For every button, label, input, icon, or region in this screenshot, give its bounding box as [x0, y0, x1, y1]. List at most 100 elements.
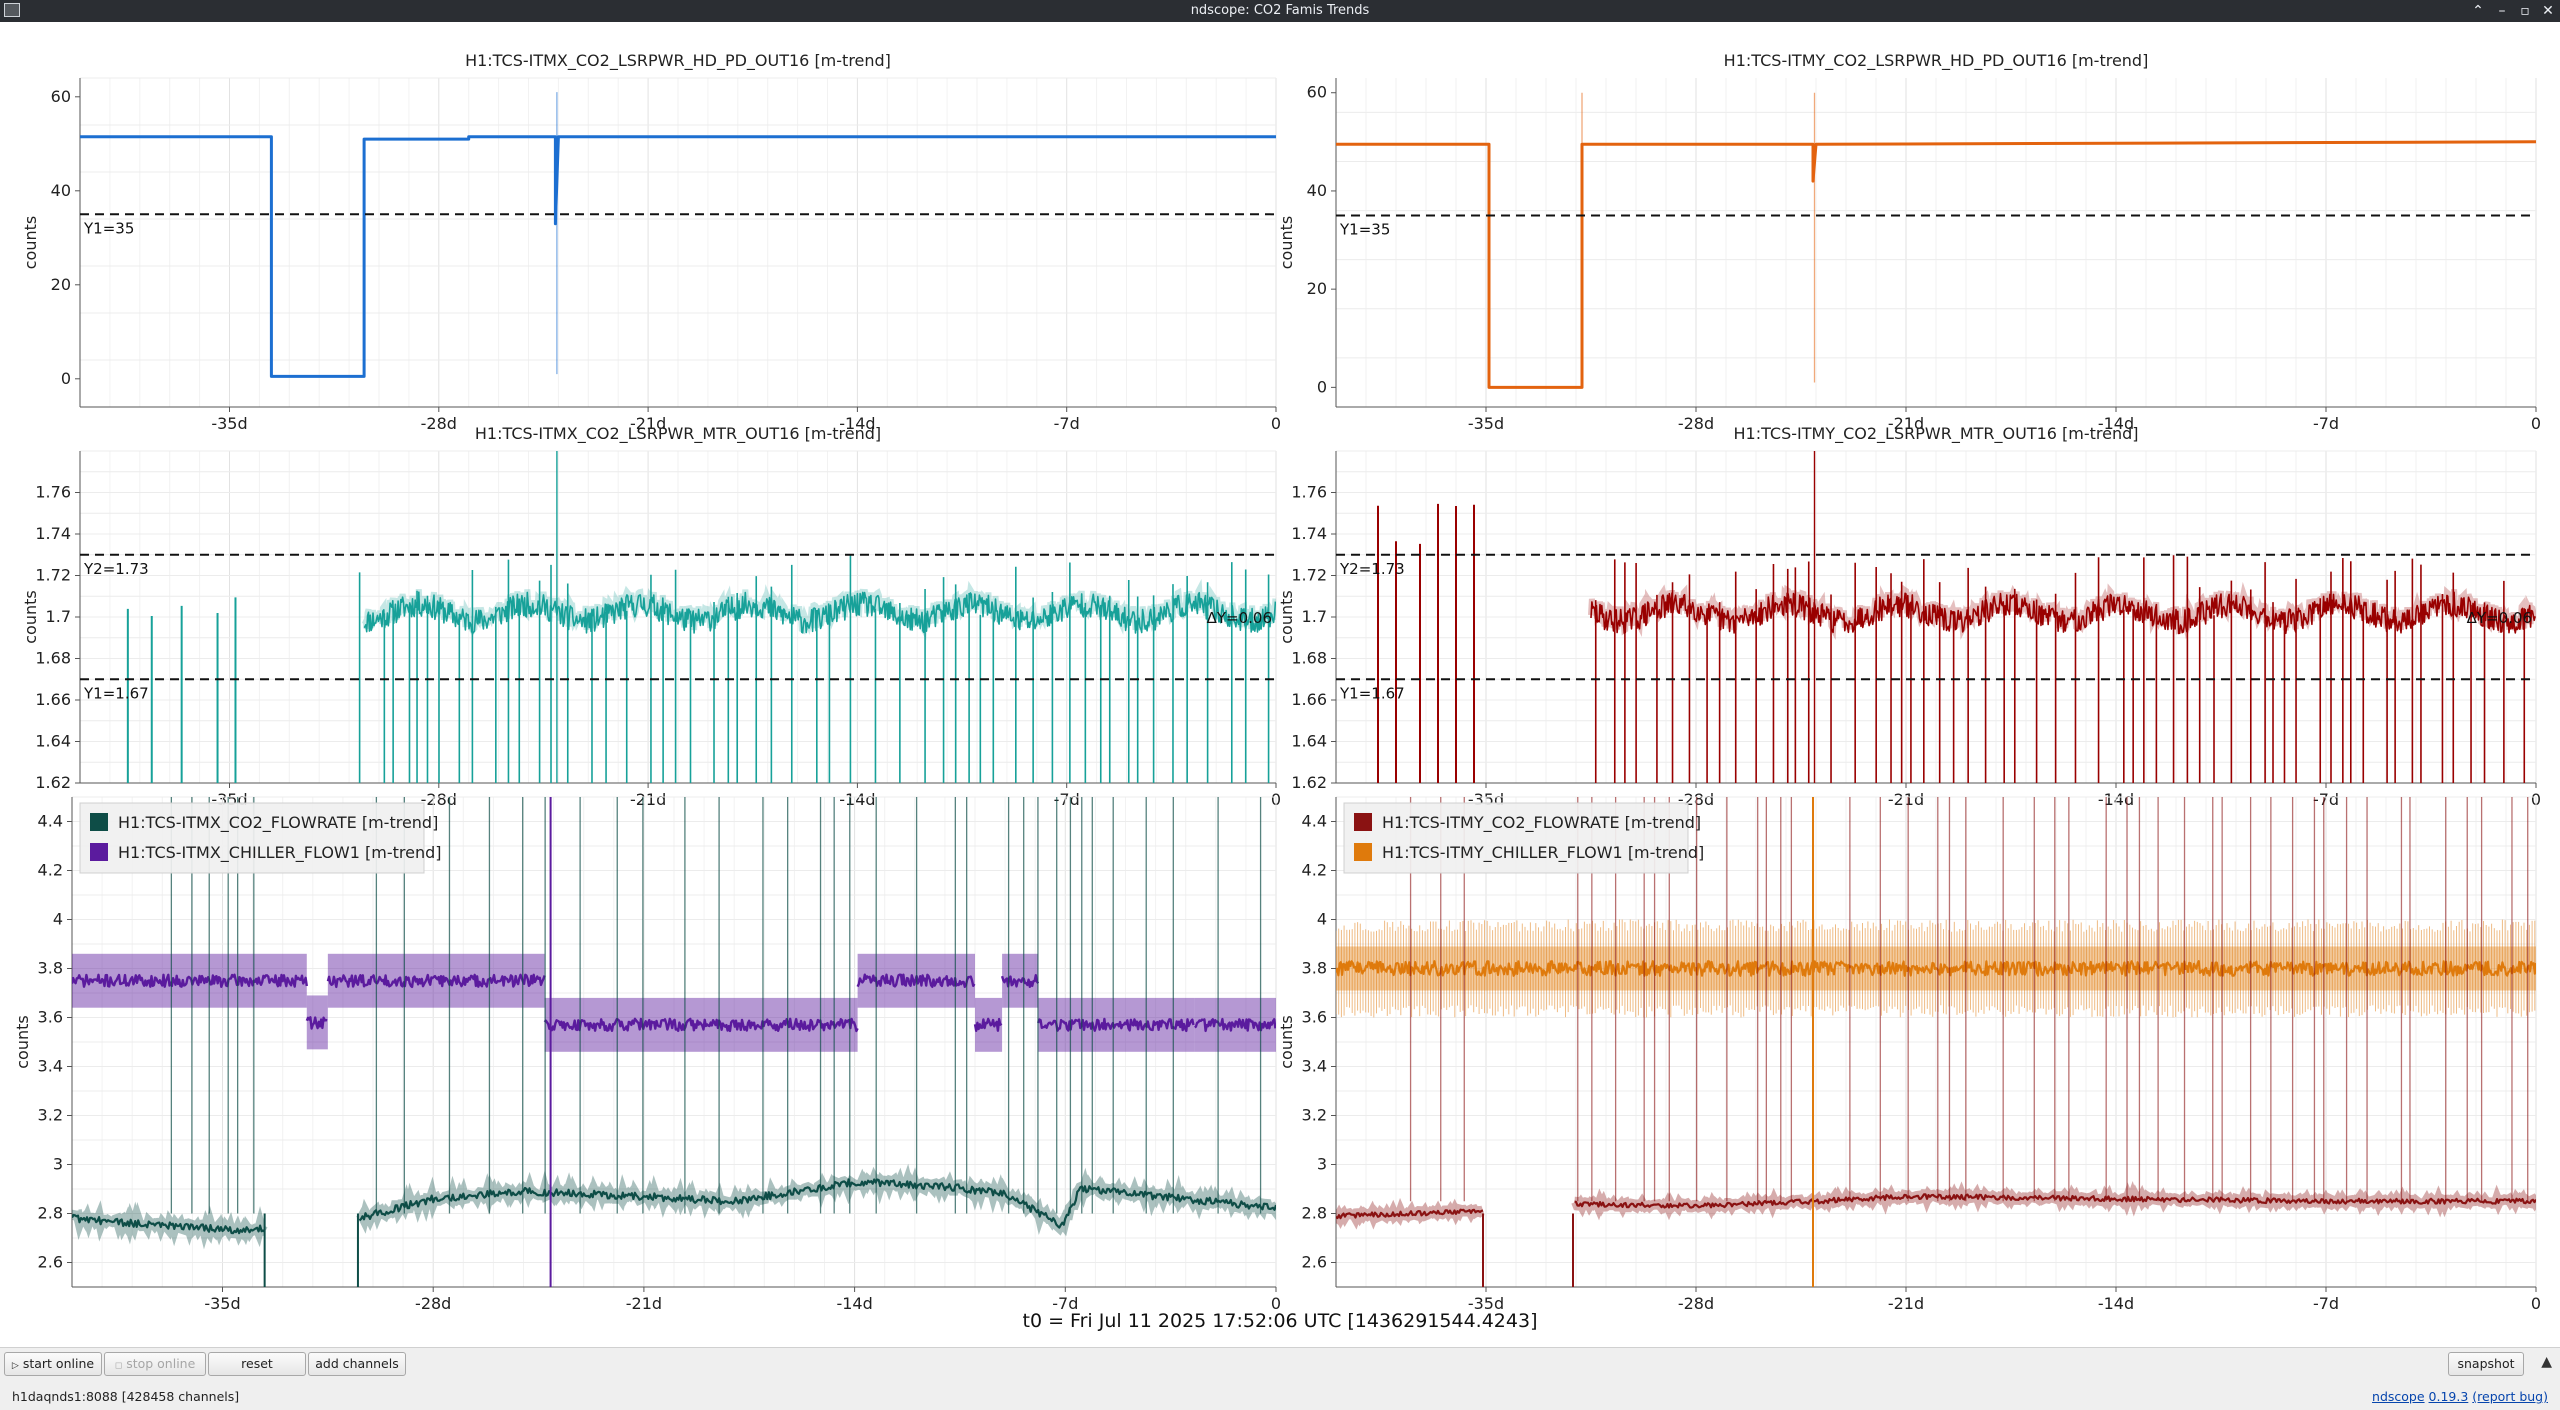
- legend-swatch: [90, 843, 108, 861]
- y-tick-label: 1.74: [35, 524, 71, 543]
- legend-swatch: [1354, 843, 1372, 861]
- plot-grid: -35d -28d -21d -14d -7d 0 0 20 40 60 counts H1:TCS-…: [0, 22, 2560, 1347]
- chiller-series-line: [72, 973, 308, 988]
- x-tick-label: -35d: [204, 1294, 240, 1313]
- window-maximize-button[interactable]: ▫: [2520, 3, 2530, 19]
- y-tick-label: 3.6: [38, 1008, 63, 1027]
- plot-body: [72, 797, 1276, 1287]
- legend-swatch: [90, 813, 108, 831]
- version-link[interactable]: 0.19.3: [2428, 1389, 2469, 1404]
- y-tick-label: 1.62: [1291, 773, 1327, 792]
- y-tick-label: 20: [51, 275, 71, 294]
- x-tick-label: -28d: [421, 414, 457, 433]
- y-tick-label: 40: [51, 181, 71, 200]
- y-axis-label: counts: [21, 216, 40, 269]
- app-icon: [4, 3, 20, 17]
- y-tick-label: 2.6: [1302, 1253, 1327, 1272]
- y-tick-label: 3.8: [38, 959, 63, 978]
- flowrate-series-line: [358, 1178, 1276, 1229]
- legend: H1:TCS-ITMX_CO2_FLOWRATE [m-trend] H1:TCS…: [79, 802, 441, 874]
- y-tick-label: 1.64: [1291, 732, 1327, 751]
- y-tick-label: 4.2: [38, 861, 63, 880]
- stop-icon: ◻: [114, 1361, 123, 1371]
- cursor-label: Y1=1.67: [83, 684, 149, 702]
- plot-itmy-pd: -35d -28d -21d -14d -7d 0 0 20 40 60 counts H1:TCS-…: [1277, 51, 2541, 433]
- legend-box: [1343, 802, 1689, 874]
- legend-entry: H1:TCS-ITMY_CO2_FLOWRATE [m-trend]: [1382, 813, 1701, 833]
- t0-label: t0 = Fri Jul 11 2025 17:52:06 UTC [14362…: [1022, 1310, 1538, 1332]
- x-tick-label: -14d: [839, 790, 875, 809]
- y-tick-label: 1.72: [1291, 566, 1327, 585]
- legend: H1:TCS-ITMY_CO2_FLOWRATE [m-trend] H1:TCS…: [1343, 802, 1704, 874]
- cursor-label: Y1=35: [83, 219, 134, 237]
- y-tick-label: 4.4: [1302, 812, 1327, 831]
- report-bug-link[interactable]: (report bug): [2472, 1389, 2548, 1404]
- y-tick-label: 1.72: [35, 566, 71, 585]
- start-online-label: start online: [22, 1356, 95, 1371]
- start-online-button[interactable]: ▷ start online: [4, 1352, 102, 1376]
- cursor-label: Y1=1.67: [1339, 684, 1405, 702]
- x-tick-label: -7d: [2313, 1294, 2339, 1313]
- x-tick-label: -14d: [2098, 414, 2134, 433]
- y-tick-label: 3: [53, 1155, 63, 1174]
- y-tick-label: 1.66: [35, 690, 71, 709]
- chiller-series-line: [543, 1017, 859, 1033]
- bottom-toolbar: ▷ start online ◻ stop online reset add cha…: [0, 1347, 2560, 1410]
- window-minimize-button[interactable]: –: [2498, 3, 2506, 19]
- plot-itmx-mtr: -35d -28d -21d -14d -7d 01.621.641.661.681.71…: [21, 424, 1281, 809]
- legend-entry: H1:TCS-ITMX_CO2_FLOWRATE [m-trend]: [118, 813, 438, 833]
- y-axis-label: counts: [1277, 590, 1296, 643]
- y-tick-label: 3.2: [1302, 1106, 1327, 1125]
- add-channels-button[interactable]: add channels: [308, 1352, 406, 1376]
- chiller-series-line: [305, 1016, 328, 1030]
- series-line: [1590, 591, 2536, 635]
- chiller-series-line: [1336, 960, 2536, 977]
- y-tick-label: 3.8: [1302, 959, 1327, 978]
- legend-swatch: [1354, 813, 1372, 831]
- y-tick-label: 1.68: [1291, 649, 1327, 668]
- x-tick-label: -7d: [1052, 1294, 1078, 1313]
- plot-title: H1:TCS-ITMY_CO2_LSRPWR_MTR_OUT16 [m-tren…: [1733, 424, 2138, 444]
- plot-itmx-pd: -35d -28d -21d -14d -7d 0 0 20 40 60 counts H1:TCS-…: [21, 51, 1281, 433]
- snapshot-button[interactable]: snapshot: [2448, 1352, 2524, 1376]
- y-tick-label: 2.8: [1302, 1204, 1327, 1223]
- y-tick-label: 0: [61, 369, 71, 388]
- legend-entry: H1:TCS-ITMY_CHILLER_FLOW1 [m-trend]: [1382, 843, 1704, 863]
- x-tick-label: -7d: [2313, 414, 2339, 433]
- plot-title: H1:TCS-ITMX_CO2_LSRPWR_HD_PD_OUT16 [m-tr…: [465, 51, 891, 71]
- ndscope-link[interactable]: ndscope: [2372, 1389, 2425, 1404]
- legend-entry: H1:TCS-ITMX_CHILLER_FLOW1 [m-trend]: [118, 843, 441, 863]
- expand-up-icon[interactable]: ▲: [2541, 1354, 2552, 1370]
- cursor-label: Y2=1.73: [83, 560, 149, 578]
- y-tick-label: 3.2: [38, 1106, 63, 1125]
- plot-body: [1336, 797, 2536, 1287]
- stop-online-label: stop online: [126, 1356, 196, 1371]
- stop-online-button[interactable]: ◻ stop online: [104, 1352, 206, 1376]
- plot-grid-lines: [79, 77, 1277, 408]
- series-line: [363, 591, 1276, 635]
- y-axis-label: counts: [13, 1015, 32, 1068]
- reset-button[interactable]: reset: [208, 1352, 306, 1376]
- plot-body: [126, 451, 1276, 783]
- x-tick-label: -35d: [1468, 414, 1504, 433]
- y-tick-label: 1.62: [35, 773, 71, 792]
- plot-title: H1:TCS-ITMY_CO2_LSRPWR_HD_PD_OUT16 [m-tr…: [1724, 51, 2149, 71]
- y-tick-label: 40: [1307, 181, 1327, 200]
- x-tick-label: -35d: [211, 414, 247, 433]
- server-status: h1daqnds1:8088 [428458 channels]: [12, 1389, 240, 1404]
- cursor-delta-label: ΔY=0.06: [1207, 609, 1272, 627]
- window-keep-above-icon[interactable]: ⌃: [2472, 3, 2484, 19]
- x-tick-label: -21d: [1888, 414, 1924, 433]
- y-tick-label: 3.4: [38, 1057, 63, 1076]
- x-tick-label: -28d: [421, 790, 457, 809]
- plot-body: [1336, 92, 2536, 389]
- window-close-button[interactable]: ✕: [2542, 3, 2554, 19]
- chiller-series-line: [326, 973, 546, 989]
- plot-grid-lines: [1335, 78, 2537, 408]
- x-tick-label: -21d: [630, 790, 666, 809]
- y-axis-label: counts: [1277, 1015, 1296, 1068]
- y-tick-label: 3.4: [1302, 1057, 1327, 1076]
- plot-itmy-mtr: -35d-28d-21d-14d-7d01.621.641.661.681.71…: [1277, 424, 2541, 809]
- x-tick-label: -35d: [1468, 1294, 1504, 1313]
- y-tick-label: 4.2: [1302, 861, 1327, 880]
